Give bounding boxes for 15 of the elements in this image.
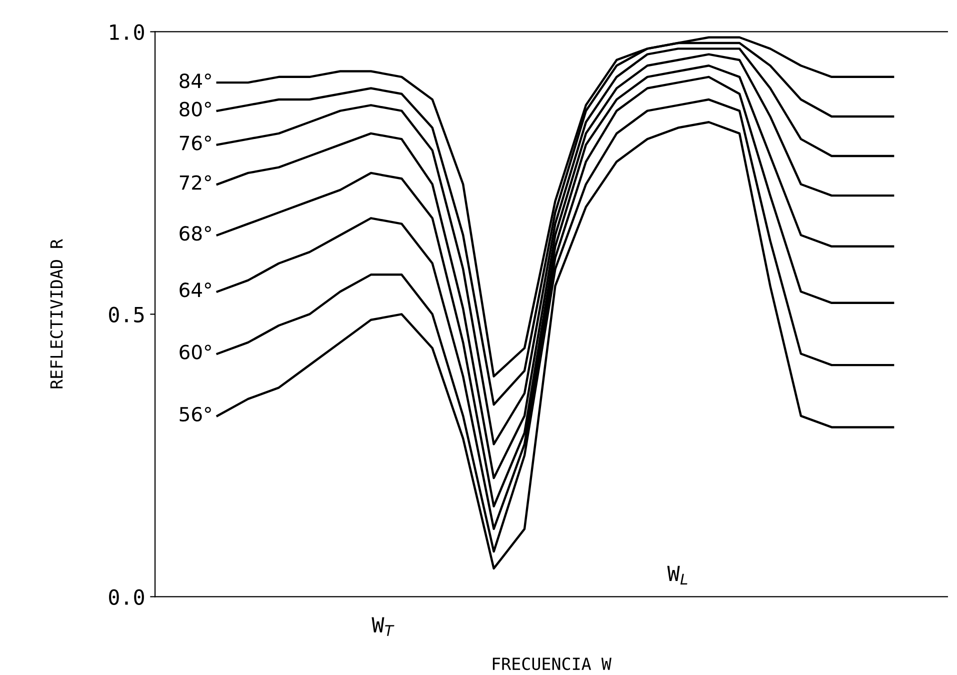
text: W$_{T}$ bbox=[372, 617, 394, 636]
x-axis-title: FRECUENCIA W bbox=[492, 658, 612, 670]
series-label: 80° bbox=[180, 102, 211, 116]
y-tick-label: 0.0 bbox=[109, 589, 144, 605]
series-label: 68° bbox=[180, 226, 211, 241]
series-label: 56° bbox=[180, 406, 211, 422]
series-label: 60° bbox=[180, 344, 211, 360]
y-tick-label: 1.0 bbox=[110, 24, 144, 40]
y-tick-label: 0.5 bbox=[109, 306, 144, 322]
series-label: 84° bbox=[180, 74, 211, 88]
annotation: W$_{L}$ bbox=[667, 566, 688, 584]
series-label: 64° bbox=[180, 282, 211, 298]
y-axis-title: REFLECTIVIDAD R bbox=[50, 238, 63, 388]
series-label: 72° bbox=[180, 175, 211, 190]
series-label: 76° bbox=[180, 136, 211, 150]
